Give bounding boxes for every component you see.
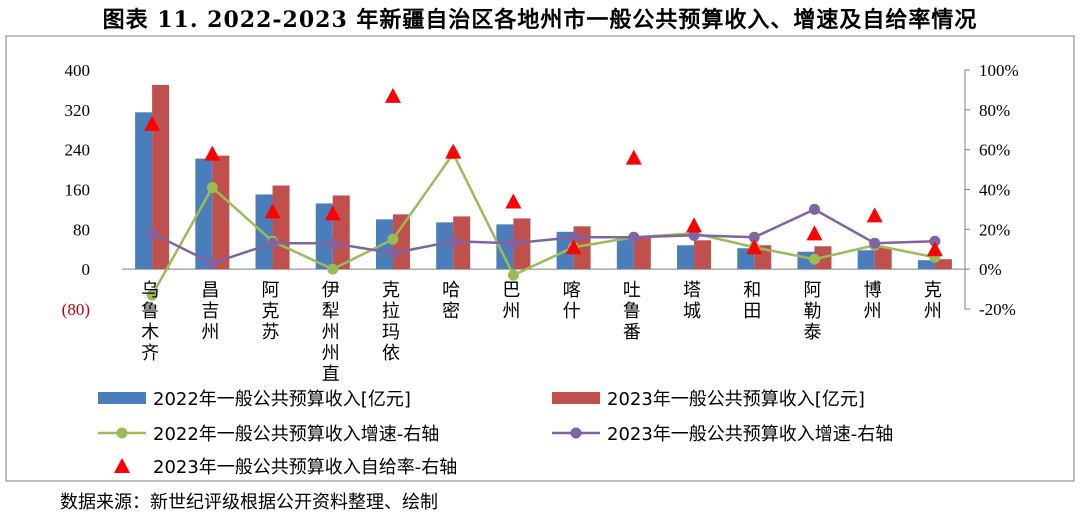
legend-label: 2022年一般公共预算收入增速-右轴 [153, 424, 439, 445]
right-tick-label: 100% [979, 61, 1019, 80]
bar-2022 [436, 222, 454, 270]
legend-label: 2023年一般公共预算收入自给率-右轴 [153, 457, 457, 478]
axes: (80) 0 80 160 240 320 400 -20% 0% 20% 40% 60% 80% 100… [62, 61, 1019, 319]
ratio-2023-marker [204, 145, 221, 161]
legend-swatch-point [116, 427, 128, 439]
legend-label: 2022年一般公共预算收入[亿元] [153, 389, 411, 410]
right-tick-label: 60% [979, 141, 1010, 160]
bar-2023 [152, 84, 170, 270]
ratio-2023-marker [625, 149, 642, 165]
category-label: 阿勒泰 [803, 280, 821, 343]
growth-2023-point [267, 237, 279, 249]
right-tick-label: 20% [979, 220, 1010, 239]
growth-2022-point [146, 289, 158, 301]
legend-label: 2023年一般公共预算收入[亿元] [607, 389, 865, 410]
category-label: 巴州 [502, 280, 520, 322]
bar-2023 [212, 155, 230, 270]
category-label: 和田 [743, 280, 761, 322]
bar-2022 [857, 250, 875, 270]
bar-2022 [255, 194, 273, 270]
growth-2023-point [387, 247, 399, 259]
right-tick-label: 40% [979, 181, 1010, 200]
right-tick-label: -20% [979, 300, 1016, 319]
source-note: 数据来源：新世纪评级根据公开资料整理、绘制 [60, 492, 438, 513]
bar-2022 [496, 224, 514, 270]
plot-frame [5, 35, 1075, 482]
bar-2023 [934, 259, 952, 270]
category-label: 哈密 [442, 280, 460, 322]
growth-2022-point [206, 182, 218, 194]
lines [146, 148, 941, 301]
left-tick-label: 160 [65, 181, 91, 200]
bar-2022 [135, 112, 153, 270]
left-tick-label: 320 [65, 101, 91, 120]
ratio-2023-marker [806, 225, 823, 241]
ratio-2023-marker [686, 217, 703, 233]
ratio-2023-marker [384, 87, 401, 103]
legend-swatch [98, 392, 146, 404]
legend-swatch [114, 458, 130, 473]
growth-2023-point [869, 237, 881, 249]
bar-2022 [917, 260, 935, 270]
legend-label: 2023年一般公共预算收入增速-右轴 [607, 424, 893, 445]
category-label: 喀什 [563, 280, 581, 322]
left-tick-label: 240 [65, 141, 91, 160]
growth-2022-point [327, 263, 339, 275]
growth-2022-line [151, 151, 936, 296]
ratio-2023-marker [565, 239, 582, 255]
legend-swatch [552, 392, 600, 404]
bar-2022 [616, 239, 634, 270]
growth-2023-point [146, 227, 158, 239]
legend: 2022年一般公共预算收入[亿元] 2023年一般公共预算收入[亿元] 2022年一… [98, 389, 893, 478]
category-label: 克拉玛依 [382, 280, 400, 364]
ratio-2023-marker [866, 207, 883, 223]
bar-2023 [694, 240, 712, 270]
bar-2023 [633, 236, 651, 270]
bar-2023 [874, 247, 892, 270]
chart-title: 图表 11. 2022-2023 年新疆自治区各地州市一般公共预算收入、增速及自… [102, 7, 978, 33]
category-label: 阿克苏 [262, 280, 280, 343]
ratio-2023-marker [926, 241, 943, 257]
right-tick-label: 0% [979, 260, 1002, 279]
growth-2022-point [507, 269, 519, 281]
ratio-2023-marker [746, 239, 763, 255]
category-label: 昌吉州 [201, 280, 219, 343]
growth-2023-line [151, 208, 935, 265]
growth-2022-point [808, 253, 820, 265]
left-tick-label: 400 [65, 61, 91, 80]
ratio-2023-marker [144, 115, 161, 131]
category-label: 伊犁州州直 [322, 280, 340, 385]
markers [144, 87, 943, 257]
ratio-2023-marker [264, 203, 281, 219]
ratio-2023-marker [324, 205, 341, 221]
category-label: 塔城 [683, 280, 701, 322]
left-tick-label: 0 [82, 260, 91, 279]
growth-2023-point [507, 237, 519, 249]
growth-2023-point [447, 235, 459, 247]
bar-2023 [513, 218, 531, 270]
growth-2022-point [387, 233, 399, 245]
category-label: 克州 [924, 280, 942, 322]
legend-swatch-point [570, 427, 582, 439]
bar-2023 [332, 195, 350, 270]
left-tick-label: 80 [73, 220, 90, 239]
growth-2023-point [206, 257, 218, 269]
category-label: 乌鲁木齐 [141, 280, 159, 364]
right-tick-label: 80% [979, 101, 1010, 120]
growth-2023-point [748, 231, 760, 243]
growth-2023-point [568, 231, 580, 243]
category-label: 博州 [864, 280, 882, 322]
ratio-2023-marker [445, 143, 462, 159]
left-tick-label: (80) [62, 300, 90, 319]
growth-2023-point [688, 229, 700, 241]
category-label: 吐鲁番 [623, 280, 641, 343]
ratio-2023-marker [505, 193, 522, 209]
bar-2022 [677, 245, 695, 270]
growth-2023-point [628, 231, 640, 243]
growth-2023-point [327, 237, 339, 249]
growth-2023-point [808, 203, 820, 215]
bar-2023 [272, 185, 290, 270]
